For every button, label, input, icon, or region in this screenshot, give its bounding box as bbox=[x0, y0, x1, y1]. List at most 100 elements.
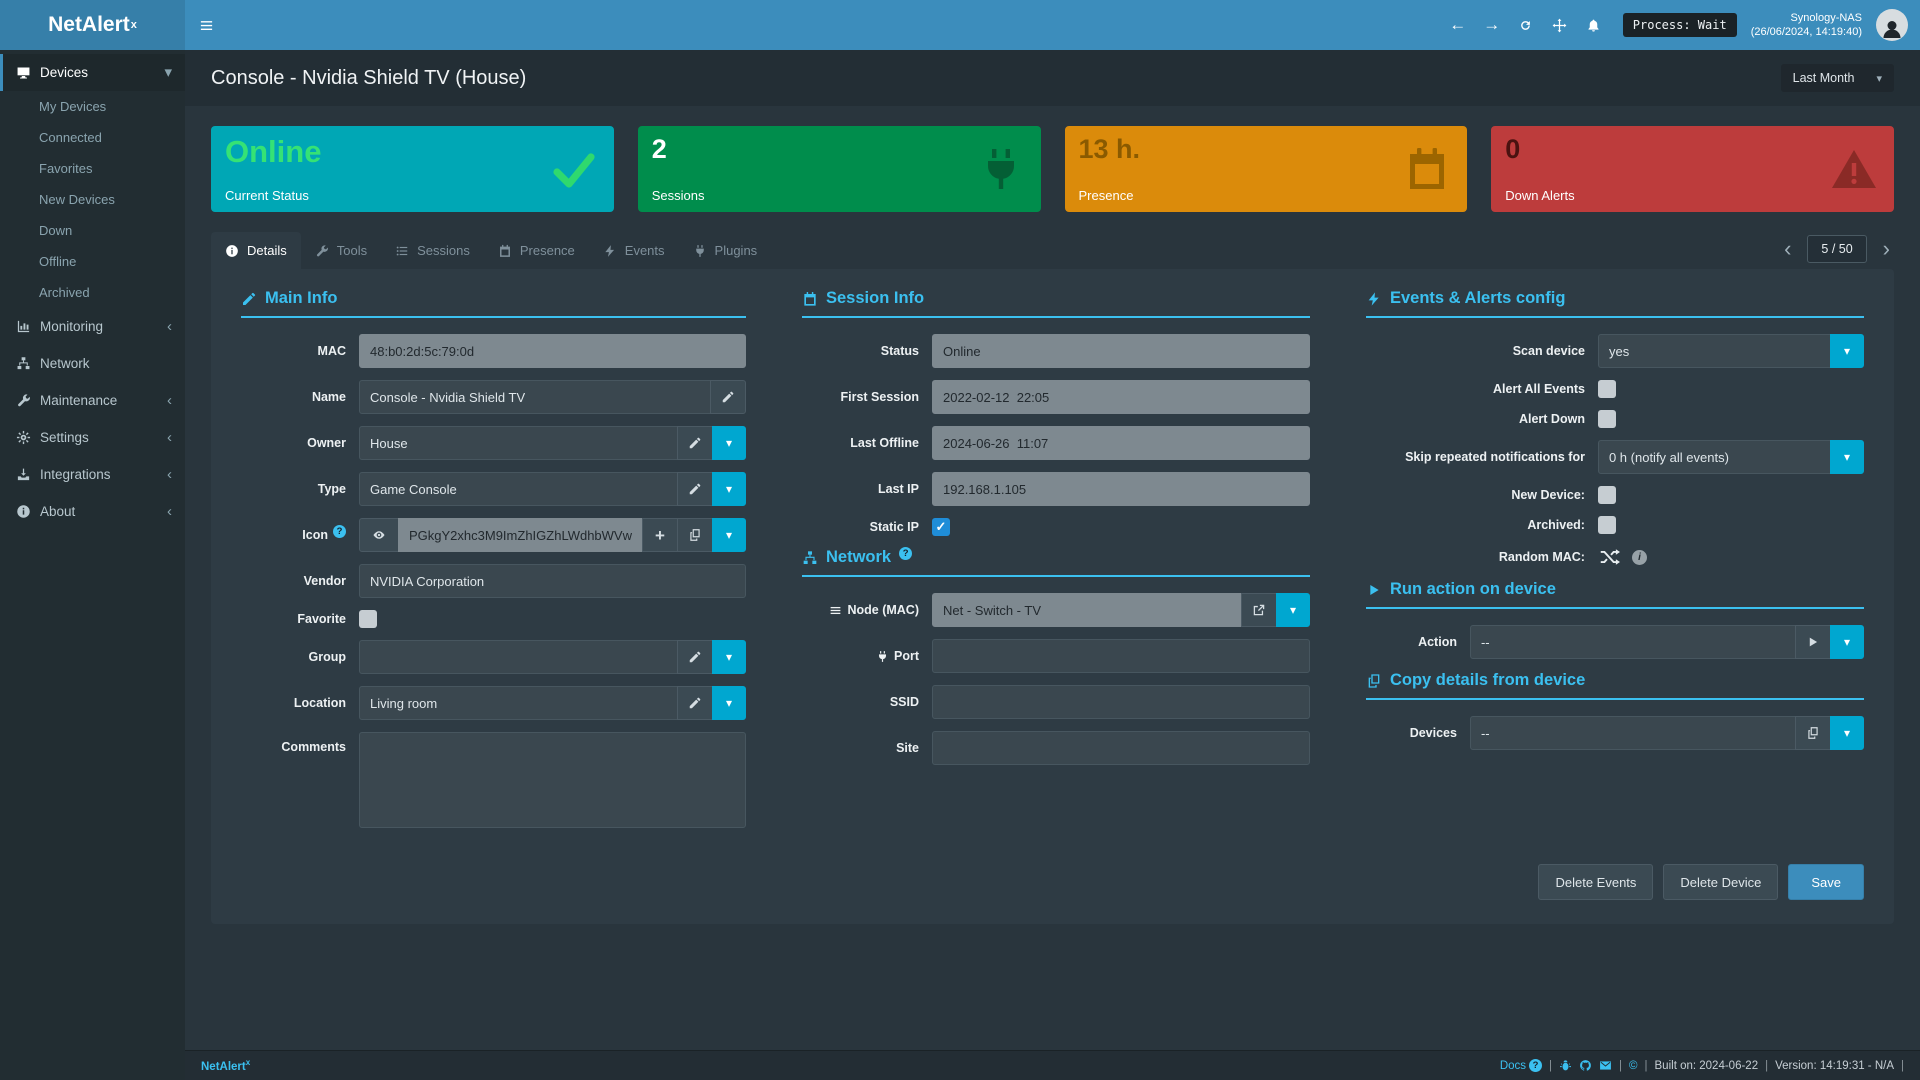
nav-back-button[interactable]: ← bbox=[1443, 0, 1473, 50]
owner-field[interactable]: House bbox=[359, 426, 678, 460]
group-field[interactable] bbox=[359, 640, 678, 674]
sidebar-item-settings[interactable]: Settings ‹ bbox=[0, 419, 185, 456]
footer-brand[interactable]: NetAlertx bbox=[201, 1058, 251, 1073]
owner-edit-button[interactable] bbox=[677, 426, 713, 460]
pager-next-button[interactable]: › bbox=[1882, 236, 1890, 261]
info-icon[interactable]: i bbox=[1631, 549, 1647, 565]
sidebar-item-devices[interactable]: Devices ▾ bbox=[0, 54, 185, 91]
archived-checkbox[interactable] bbox=[1597, 516, 1616, 534]
icon-copy-button[interactable] bbox=[677, 518, 713, 552]
sidebar-item-down[interactable]: Down bbox=[39, 223, 73, 238]
help-icon[interactable]: ? bbox=[333, 524, 346, 538]
help-icon[interactable]: ? bbox=[899, 547, 913, 560]
card-label: Down Alerts bbox=[1505, 188, 1575, 203]
license-link[interactable]: © bbox=[1629, 1059, 1638, 1072]
delete-events-button[interactable]: Delete Events bbox=[1538, 864, 1654, 900]
name-field[interactable]: Console - Nvidia Shield TV bbox=[359, 380, 711, 414]
sidebar-item-offline[interactable]: Offline bbox=[39, 254, 77, 269]
app-logo[interactable]: NetAlert x bbox=[0, 0, 185, 50]
location-dropdown-button[interactable]: ▾ bbox=[712, 686, 746, 720]
tab-tools[interactable]: Tools bbox=[301, 232, 381, 269]
section-title: Run action on device bbox=[1389, 580, 1556, 598]
pager-prev-button[interactable]: ‹ bbox=[1784, 236, 1792, 261]
sidebar-item-about[interactable]: About ‹ bbox=[0, 493, 185, 530]
fullscreen-move-button[interactable] bbox=[1545, 0, 1575, 50]
site-field[interactable] bbox=[932, 731, 1310, 765]
alert-all-checkbox[interactable] bbox=[1597, 380, 1616, 398]
save-button[interactable]: Save bbox=[1788, 864, 1864, 900]
refresh-button[interactable] bbox=[1511, 0, 1541, 50]
tab-presence[interactable]: Presence bbox=[484, 232, 589, 269]
port-field[interactable] bbox=[932, 639, 1310, 673]
copy-devices-button[interactable] bbox=[1795, 716, 1831, 750]
github-link[interactable] bbox=[1579, 1059, 1592, 1072]
vendor-field[interactable]: NVIDIA Corporation bbox=[359, 564, 746, 598]
details-form: Main Info MAC 48:b0:2d:5c:79:0d Name Con… bbox=[241, 289, 1864, 840]
icon-preview-button[interactable] bbox=[359, 518, 399, 552]
name-edit-button[interactable] bbox=[710, 380, 746, 414]
node-dropdown-button[interactable]: ▾ bbox=[1275, 593, 1310, 627]
alert-down-label: Alert Down bbox=[1518, 412, 1585, 426]
location-field[interactable]: Living room bbox=[359, 686, 678, 720]
skip-notifications-dropdown-button[interactable]: ▾ bbox=[1830, 440, 1864, 474]
type-dropdown-button[interactable]: ▾ bbox=[712, 472, 746, 506]
email-link[interactable] bbox=[1599, 1059, 1612, 1072]
user-avatar[interactable] bbox=[1876, 9, 1908, 41]
sidebar-item-network[interactable]: Network bbox=[0, 345, 185, 382]
separator: | bbox=[1901, 1059, 1904, 1072]
brand-sup: x bbox=[130, 19, 137, 31]
scan-device-dropdown-button[interactable]: ▾ bbox=[1830, 334, 1864, 368]
tab-sessions[interactable]: Sessions bbox=[381, 232, 484, 269]
ssid-field[interactable] bbox=[932, 685, 1310, 719]
nav-forward-button[interactable]: → bbox=[1477, 0, 1507, 50]
type-edit-button[interactable] bbox=[677, 472, 713, 506]
card-presence[interactable]: 13 h. Presence bbox=[1064, 126, 1468, 212]
new-device-checkbox[interactable] bbox=[1597, 486, 1616, 504]
sidebar-item-connected[interactable]: Connected bbox=[39, 130, 102, 145]
delete-device-button[interactable]: Delete Device bbox=[1663, 864, 1779, 900]
sidebar-item-favorites[interactable]: Favorites bbox=[39, 161, 93, 176]
sidebar-item-archived[interactable]: Archived bbox=[39, 285, 90, 300]
owner-dropdown-button[interactable]: ▾ bbox=[712, 426, 746, 460]
alert-down-checkbox[interactable] bbox=[1597, 410, 1616, 428]
action-dropdown-button[interactable]: ▾ bbox=[1830, 625, 1864, 659]
copy-devices-dropdown-button[interactable]: ▾ bbox=[1830, 716, 1864, 750]
comments-textarea[interactable] bbox=[359, 732, 746, 828]
type-field[interactable]: Game Console bbox=[359, 472, 678, 506]
node-open-button[interactable] bbox=[1240, 593, 1277, 627]
sidebar-toggle-button[interactable] bbox=[185, 0, 227, 50]
run-action-heading: Run action on device bbox=[1365, 580, 1864, 609]
copy-devices-select[interactable]: -- bbox=[1469, 716, 1796, 750]
sidebar-item-integrations[interactable]: Integrations ‹ bbox=[0, 456, 185, 493]
location-edit-button[interactable] bbox=[677, 686, 713, 720]
sidebar-item-new-devices[interactable]: New Devices bbox=[39, 192, 115, 207]
sidebar-item-maintenance[interactable]: Maintenance ‹ bbox=[0, 382, 185, 419]
group-edit-button[interactable] bbox=[677, 640, 713, 674]
icon-add-button[interactable]: + bbox=[642, 518, 678, 552]
skip-notifications-select[interactable]: 0 h (notify all events) bbox=[1597, 440, 1831, 474]
bug-report-link[interactable] bbox=[1559, 1059, 1572, 1072]
notifications-button[interactable] bbox=[1579, 0, 1609, 50]
card-down-alerts[interactable]: 0 Down Alerts bbox=[1491, 126, 1894, 212]
card-current-status[interactable]: Online Current Status bbox=[211, 126, 614, 212]
caret-down-icon: ▾ bbox=[1843, 450, 1851, 464]
time-range-select[interactable]: Last Month ▾ bbox=[1780, 64, 1894, 92]
scan-device-select[interactable]: yes bbox=[1597, 334, 1831, 368]
docs-link[interactable]: Docs? bbox=[1500, 1059, 1543, 1072]
first-session-field: 2022-02-12 22:05 bbox=[932, 380, 1310, 414]
action-run-button[interactable] bbox=[1795, 625, 1831, 659]
tab-details[interactable]: Details bbox=[211, 232, 301, 269]
mac-label: MAC bbox=[317, 344, 346, 358]
card-sessions[interactable]: 2 Sessions bbox=[637, 126, 1041, 212]
favorite-checkbox[interactable] bbox=[359, 610, 377, 628]
group-dropdown-button[interactable]: ▾ bbox=[712, 640, 746, 674]
tab-plugins[interactable]: Plugins bbox=[679, 232, 772, 269]
sidebar-item-my-devices[interactable]: My Devices bbox=[39, 99, 107, 114]
action-select[interactable]: -- bbox=[1469, 625, 1796, 659]
static-ip-checkbox[interactable] bbox=[932, 518, 950, 536]
icon-dropdown-button[interactable]: ▾ bbox=[712, 518, 746, 552]
help-icon: ? bbox=[1529, 1059, 1543, 1072]
sidebar-item-monitoring[interactable]: Monitoring ‹ bbox=[0, 308, 185, 345]
tab-events[interactable]: Events bbox=[589, 232, 679, 269]
play-icon bbox=[1366, 582, 1382, 598]
